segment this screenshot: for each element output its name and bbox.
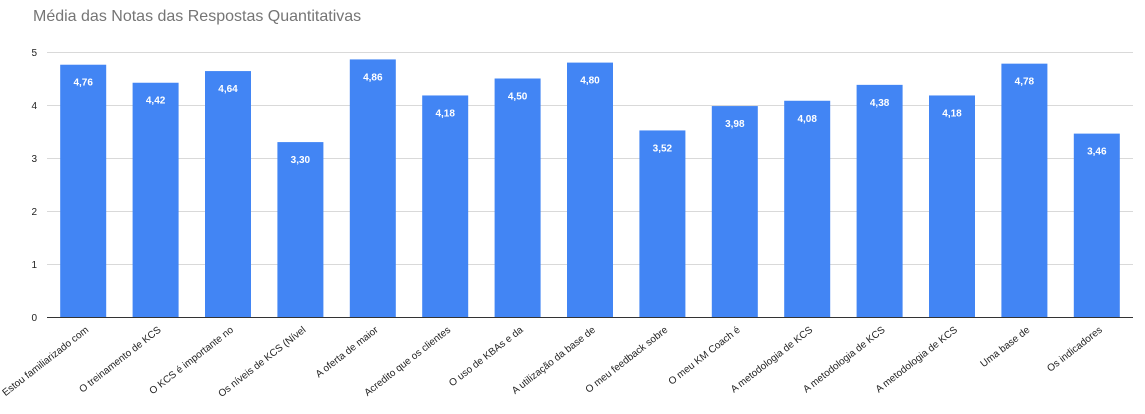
data-label: 3,52 [653, 143, 673, 154]
x-tick-label: O uso de KBAs e da [447, 324, 526, 389]
data-label: 4,08 [797, 114, 817, 125]
bars [60, 59, 1120, 318]
bar [1001, 63, 1048, 317]
bar [132, 82, 179, 318]
y-tick-label: 0 [31, 313, 37, 324]
bar [567, 62, 613, 317]
bar [277, 142, 324, 317]
x-tick-label: Os indicadores [1045, 325, 1104, 375]
data-label: 4,38 [870, 98, 890, 109]
x-tick-label: O meu feedback sobre [584, 324, 671, 395]
x-tick-label: O meu KM Coach é [667, 324, 743, 387]
data-label: 4,78 [1015, 77, 1035, 88]
bar [1073, 133, 1120, 317]
y-tick-label: 2 [31, 207, 37, 218]
bar [929, 95, 975, 318]
data-label: 4,86 [363, 72, 383, 83]
data-label: 4,18 [435, 108, 455, 119]
y-tick-label: 4 [31, 101, 37, 112]
data-label: 4,18 [942, 108, 962, 119]
data-label: 3,98 [725, 119, 745, 130]
x-tick-label: A metodologia de KCS [874, 324, 960, 395]
y-tick-label: 5 [31, 48, 37, 59]
bar [784, 100, 831, 317]
x-tick-label: A oferta de maior [314, 324, 381, 380]
data-label: 3,30 [291, 155, 311, 166]
x-tick-label: Uma base de [979, 324, 1033, 370]
bar [711, 106, 758, 317]
bar [349, 59, 396, 318]
y-tick-label: 1 [31, 260, 37, 271]
data-label: 4,64 [218, 84, 238, 95]
data-label: 4,80 [580, 76, 600, 87]
bar [639, 130, 686, 317]
bar [60, 64, 107, 317]
bar [494, 78, 541, 317]
chart-title: Média das Notas das Respostas Quantitati… [33, 8, 362, 25]
y-tick-label: 3 [31, 154, 37, 165]
data-label: 3,46 [1087, 147, 1107, 158]
bar [856, 84, 903, 317]
bar [205, 71, 251, 317]
data-label: 4,76 [73, 78, 93, 89]
data-label: 4,50 [508, 92, 528, 103]
data-label: 4,42 [146, 96, 166, 107]
bar [422, 95, 469, 318]
y-axis-ticks: 0 1 2 3 4 5 [31, 48, 37, 324]
value-labels: 4,76 4,42 4,64 3,30 4,86 4,18 4,50 4,80 3,52 3,98… [73, 72, 1107, 166]
